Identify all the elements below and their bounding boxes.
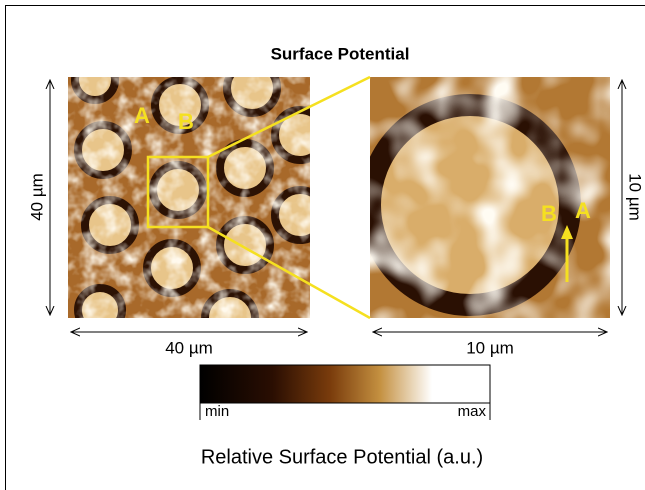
marker-label: B [178, 109, 194, 134]
colorbar [200, 365, 490, 403]
left-image [68, 60, 325, 343]
marker-label: B [541, 201, 557, 226]
marker-label: A [134, 103, 150, 128]
width-label: 10 µm [466, 338, 514, 357]
height-label: 10 µm [626, 173, 645, 221]
max-label: max [458, 403, 487, 420]
height-label: 40 µm [27, 173, 46, 221]
title: Surface Potential [271, 44, 410, 63]
colorbar-caption: Relative Surface Potential (a.u.) [201, 446, 483, 468]
width-label: 40 µm [165, 338, 213, 357]
right-image [370, 77, 610, 318]
figure: Surface Potential A B B A 40 µm 40 µm 10… [0, 0, 645, 490]
marker-label: A [575, 198, 591, 223]
min-label: min [205, 403, 229, 420]
